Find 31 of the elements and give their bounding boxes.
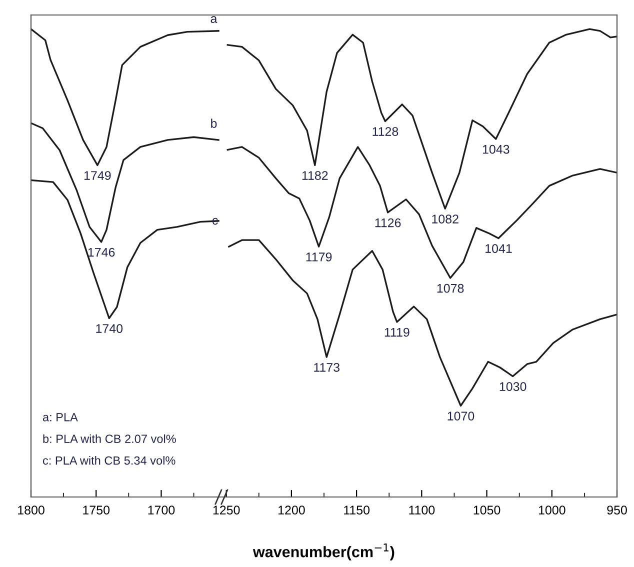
x-tick-label: 1050 xyxy=(474,506,500,515)
x-tick-label: 1250 xyxy=(213,506,240,515)
annotation: b: PLA with CB 2.07 vol% xyxy=(43,434,176,444)
x-tick-label: 1100 xyxy=(409,506,435,515)
annotation: 1126 xyxy=(375,218,401,228)
x-tick-label: 1800 xyxy=(18,506,44,515)
annotation: c: PLA with CB 5.34 vol% xyxy=(42,456,176,465)
series-label: a xyxy=(210,16,218,24)
annotation: 1070 xyxy=(448,412,474,420)
annotation: 1030 xyxy=(500,382,526,392)
annotation: 1749 xyxy=(84,171,111,180)
annotation: 1179 xyxy=(306,252,332,262)
x-tick-label: 1700 xyxy=(148,506,175,515)
annotation: 1746 xyxy=(88,248,115,257)
x-tick-label: 1150 xyxy=(344,506,370,515)
annotation: 1173 xyxy=(314,362,340,372)
annotation: 1041 xyxy=(486,244,512,253)
annotation: 1740 xyxy=(96,324,123,333)
x-tick-label: 950 xyxy=(607,506,627,515)
x-tick-label: 1200 xyxy=(278,506,305,515)
x-tick-label: 1750 xyxy=(83,506,110,515)
x-axis-title: wavenumber(cm$^{−1}$) xyxy=(252,544,394,560)
annotation: a: PLA xyxy=(42,413,78,422)
annotation: 1082 xyxy=(432,214,458,224)
annotation: 1119 xyxy=(384,328,410,337)
annotation: 1043 xyxy=(482,144,510,154)
annotation: 1078 xyxy=(437,284,464,293)
annotation: 1128 xyxy=(372,127,398,136)
annotation: 1182 xyxy=(302,171,328,180)
series-label: b xyxy=(211,118,217,128)
x-tick-label: 1000 xyxy=(538,506,566,515)
